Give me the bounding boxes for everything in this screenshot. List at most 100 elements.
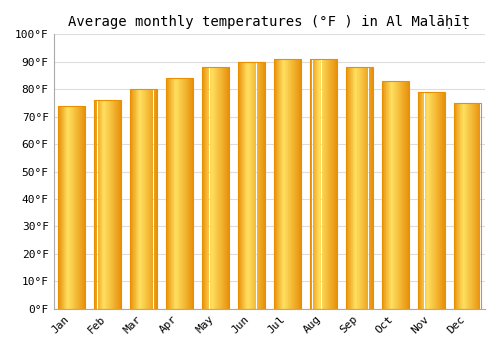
Bar [218, 67, 219, 309]
Bar [70, 106, 71, 309]
Bar [107, 100, 108, 309]
Bar [157, 89, 158, 309]
Bar [85, 106, 86, 309]
Bar [363, 67, 364, 309]
Bar [229, 67, 230, 309]
Bar [370, 67, 372, 309]
Bar [399, 81, 400, 309]
Bar [156, 89, 157, 309]
Bar [65, 106, 66, 309]
Bar [406, 81, 407, 309]
Bar [437, 92, 438, 309]
Bar [114, 100, 115, 309]
Bar [171, 78, 172, 309]
Bar [72, 106, 74, 309]
Bar [282, 59, 283, 309]
Bar [473, 103, 474, 309]
Bar [346, 67, 372, 309]
Bar [82, 106, 83, 309]
Bar [170, 78, 171, 309]
Bar [294, 59, 295, 309]
Bar [60, 106, 61, 309]
Bar [190, 78, 191, 309]
Bar [59, 106, 60, 309]
Bar [146, 89, 148, 309]
Bar [472, 103, 473, 309]
Bar [365, 67, 366, 309]
Bar [386, 81, 387, 309]
Bar [438, 92, 439, 309]
Bar [459, 103, 460, 309]
Title: Average monthly temperatures (°F ) in Al Malāḥīṭ: Average monthly temperatures (°F ) in Al… [68, 15, 470, 29]
Bar [143, 89, 144, 309]
Bar [351, 67, 352, 309]
Bar [135, 89, 136, 309]
Bar [456, 103, 457, 309]
Bar [228, 67, 229, 309]
Bar [224, 67, 226, 309]
Bar [247, 62, 248, 309]
Bar [238, 62, 265, 309]
Bar [252, 62, 253, 309]
Bar [248, 62, 249, 309]
Bar [395, 81, 396, 309]
Bar [419, 92, 420, 309]
Bar [79, 106, 80, 309]
Bar [94, 100, 121, 309]
Bar [119, 100, 120, 309]
Bar [372, 67, 374, 309]
Bar [226, 67, 227, 309]
Bar [258, 62, 260, 309]
Bar [298, 59, 300, 309]
Bar [67, 106, 68, 309]
Bar [66, 106, 67, 309]
Bar [346, 67, 347, 309]
Bar [78, 106, 79, 309]
Bar [324, 59, 325, 309]
Bar [61, 106, 62, 309]
Bar [463, 103, 464, 309]
Bar [330, 59, 331, 309]
Bar [154, 89, 155, 309]
Bar [278, 59, 280, 309]
Bar [323, 59, 324, 309]
Bar [385, 81, 386, 309]
Bar [250, 62, 251, 309]
Bar [182, 78, 183, 309]
Bar [422, 92, 423, 309]
Bar [168, 78, 170, 309]
Bar [132, 89, 133, 309]
Bar [245, 62, 246, 309]
Bar [435, 92, 436, 309]
Bar [80, 106, 81, 309]
Bar [331, 59, 332, 309]
Bar [364, 67, 365, 309]
Bar [172, 78, 173, 309]
Bar [133, 89, 134, 309]
Bar [101, 100, 102, 309]
Bar [96, 100, 97, 309]
Bar [104, 100, 105, 309]
Bar [326, 59, 327, 309]
Bar [115, 100, 116, 309]
Bar [442, 92, 443, 309]
Bar [366, 67, 367, 309]
Bar [71, 106, 72, 309]
Bar [464, 103, 466, 309]
Bar [327, 59, 328, 309]
Bar [474, 103, 475, 309]
Bar [460, 103, 461, 309]
Bar [432, 92, 433, 309]
Bar [382, 81, 383, 309]
Bar [192, 78, 193, 309]
Bar [256, 62, 257, 309]
Bar [153, 89, 154, 309]
Bar [426, 92, 428, 309]
Bar [139, 89, 140, 309]
Bar [480, 103, 481, 309]
Bar [458, 103, 459, 309]
Bar [155, 89, 156, 309]
Bar [141, 89, 142, 309]
Bar [357, 67, 358, 309]
Bar [440, 92, 441, 309]
